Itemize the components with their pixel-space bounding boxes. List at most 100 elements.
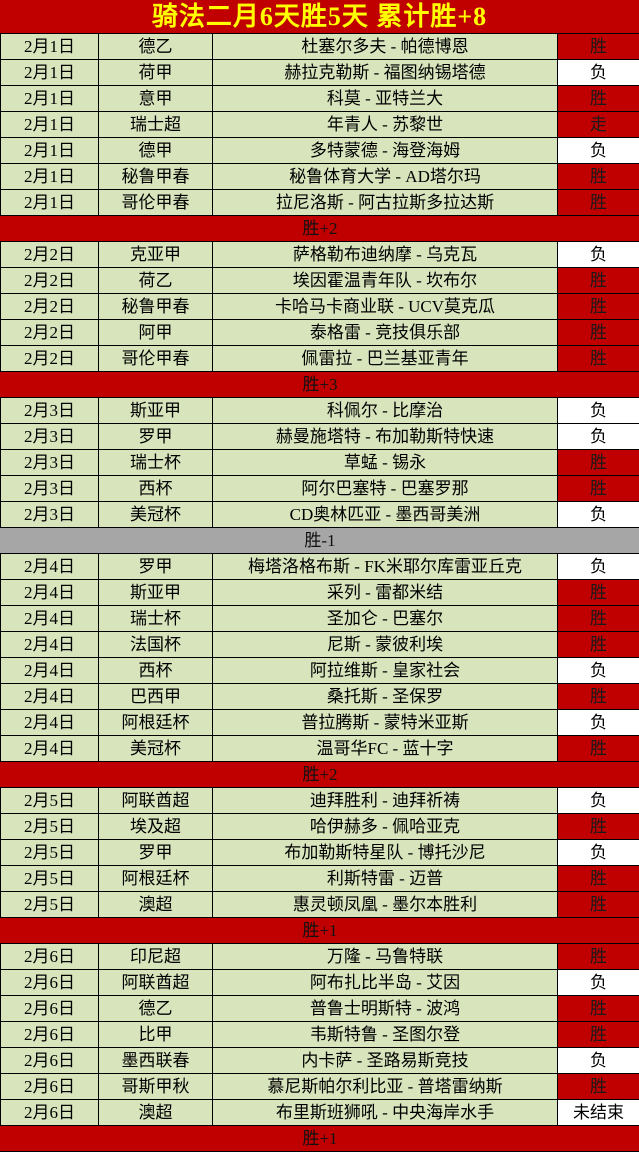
result-cell: 胜 xyxy=(557,605,639,632)
result-cell: 负 xyxy=(557,501,639,528)
date-cell: 2月3日 xyxy=(0,423,99,450)
match-row: 2月6日 澳超 布里斯班狮吼 - 中央海岸水手 未结束 xyxy=(0,1099,639,1126)
date-cell: 2月5日 xyxy=(0,891,99,918)
result-cell: 胜 xyxy=(557,943,639,970)
result-cell: 胜 xyxy=(557,449,639,476)
match-cell: 圣加仑 - 巴塞尔 xyxy=(212,605,558,632)
result-cell: 胜 xyxy=(557,267,639,294)
result-cell: 未结束 xyxy=(557,1099,639,1126)
match-cell: 草蜢 - 锡永 xyxy=(212,449,558,476)
result-cell: 胜 xyxy=(557,995,639,1022)
daily-summary-cell: 胜+1 xyxy=(0,917,639,944)
match-cell: 普拉腾斯 - 蒙特米亚斯 xyxy=(212,709,558,736)
match-row: 2月6日 德乙 普鲁士明斯特 - 波鸿胜 xyxy=(0,995,639,1022)
daily-summary-cell: 胜-1 xyxy=(0,527,639,554)
match-cell: 温哥华FC - 蓝十字 xyxy=(212,735,558,762)
league-cell: 比甲 xyxy=(98,1021,213,1048)
league-cell: 荷乙 xyxy=(98,267,213,294)
match-cell: 韦斯特鲁 - 圣图尔登 xyxy=(212,1021,558,1048)
date-cell: 2月1日 xyxy=(0,111,99,138)
league-cell: 罗甲 xyxy=(98,839,213,866)
date-cell: 2月4日 xyxy=(0,709,99,736)
date-cell: 2月6日 xyxy=(0,1073,99,1100)
match-cell: 阿尔巴塞特 - 巴塞罗那 xyxy=(212,475,558,502)
date-cell: 2月3日 xyxy=(0,449,99,476)
match-cell: 佩雷拉 - 巴兰基亚青年 xyxy=(212,345,558,372)
date-cell: 2月5日 xyxy=(0,787,99,814)
daily-summary-row: 胜+2 xyxy=(0,215,639,242)
match-row: 2月6日 墨西联春 内卡萨 - 圣路易斯竞技负 xyxy=(0,1047,639,1074)
date-cell: 2月6日 xyxy=(0,1047,99,1074)
daily-summary-row: 胜+1 xyxy=(0,917,639,944)
match-cell: CD奥林匹亚 - 墨西哥美洲 xyxy=(212,501,558,528)
match-row: 2月4日 美冠杯 温哥华FC - 蓝十字胜 xyxy=(0,735,639,762)
league-cell: 瑞士杯 xyxy=(98,605,213,632)
match-cell: 利斯特雷 - 迈普 xyxy=(212,865,558,892)
league-cell: 澳超 xyxy=(98,1099,213,1126)
league-cell: 德甲 xyxy=(98,137,213,164)
match-cell: 科莫 - 亚特兰大 xyxy=(212,85,558,112)
league-cell: 德乙 xyxy=(98,995,213,1022)
match-row: 2月5日 埃及超 哈伊赫多 - 佩哈亚克胜 xyxy=(0,813,639,840)
date-cell: 2月5日 xyxy=(0,865,99,892)
date-cell: 2月1日 xyxy=(0,189,99,216)
league-cell: 哥伦甲春 xyxy=(98,345,213,372)
match-cell: 秘鲁体育大学 - AD塔尔玛 xyxy=(212,163,558,190)
match-cell: 惠灵顿凤凰 - 墨尔本胜利 xyxy=(212,891,558,918)
league-cell: 瑞士超 xyxy=(98,111,213,138)
match-row: 2月1日 秘鲁甲春 秘鲁体育大学 - AD塔尔玛胜 xyxy=(0,163,639,190)
league-cell: 澳超 xyxy=(98,891,213,918)
result-cell: 负 xyxy=(557,1047,639,1074)
result-cell: 胜 xyxy=(557,1021,639,1048)
result-cell: 走 xyxy=(557,111,639,138)
result-cell: 负 xyxy=(557,709,639,736)
league-cell: 秘鲁甲春 xyxy=(98,163,213,190)
league-cell: 意甲 xyxy=(98,85,213,112)
date-cell: 2月4日 xyxy=(0,631,99,658)
match-row: 2月3日 罗甲 赫曼施塔特 - 布加勒斯特快速负 xyxy=(0,423,639,450)
league-cell: 美冠杯 xyxy=(98,735,213,762)
date-cell: 2月6日 xyxy=(0,943,99,970)
daily-summary-row: 胜+1 xyxy=(0,1125,639,1152)
result-cell: 负 xyxy=(557,137,639,164)
daily-summary-cell: 胜+3 xyxy=(0,371,639,398)
league-cell: 阿根廷杯 xyxy=(98,865,213,892)
match-row: 2月1日 意甲 科莫 - 亚特兰大胜 xyxy=(0,85,639,112)
match-row: 2月3日 西杯 阿尔巴塞特 - 巴塞罗那胜 xyxy=(0,475,639,502)
date-cell: 2月4日 xyxy=(0,553,99,580)
league-cell: 美冠杯 xyxy=(98,501,213,528)
match-cell: 慕尼斯帕尔利比亚 - 普塔雷纳斯 xyxy=(212,1073,558,1100)
match-row: 2月3日 瑞士杯 草蜢 - 锡永胜 xyxy=(0,449,639,476)
match-cell: 科佩尔 - 比摩治 xyxy=(212,397,558,424)
match-row: 2月2日 荷乙 埃因霍温青年队 - 坎布尔胜 xyxy=(0,267,639,294)
date-cell: 2月2日 xyxy=(0,241,99,268)
match-row: 2月5日 阿联酋超 迪拜胜利 - 迪拜祈祷负 xyxy=(0,787,639,814)
league-cell: 瑞士杯 xyxy=(98,449,213,476)
daily-summary-row: 胜+3 xyxy=(0,371,639,398)
result-cell: 胜 xyxy=(557,293,639,320)
date-cell: 2月4日 xyxy=(0,605,99,632)
match-cell: 迪拜胜利 - 迪拜祈祷 xyxy=(212,787,558,814)
match-cell: 卡哈马卡商业联 - UCV莫克瓜 xyxy=(212,293,558,320)
match-cell: 阿布扎比半岛 - 艾因 xyxy=(212,969,558,996)
match-cell: 桑托斯 - 圣保罗 xyxy=(212,683,558,710)
match-cell: 布加勒斯特星队 - 博托沙尼 xyxy=(212,839,558,866)
date-cell: 2月1日 xyxy=(0,137,99,164)
league-cell: 斯亚甲 xyxy=(98,397,213,424)
result-cell: 胜 xyxy=(557,579,639,606)
match-cell: 哈伊赫多 - 佩哈亚克 xyxy=(212,813,558,840)
daily-summary-row: 胜-1 xyxy=(0,527,639,554)
league-cell: 印尼超 xyxy=(98,943,213,970)
date-cell: 2月2日 xyxy=(0,267,99,294)
result-cell: 胜 xyxy=(557,33,639,60)
match-row: 2月1日 哥伦甲春 拉尼洛斯 - 阿古拉斯多拉达斯胜 xyxy=(0,189,639,216)
match-row: 2月5日 澳超 惠灵顿凤凰 - 墨尔本胜利胜 xyxy=(0,891,639,918)
date-cell: 2月4日 xyxy=(0,657,99,684)
match-row: 2月5日 罗甲 布加勒斯特星队 - 博托沙尼负 xyxy=(0,839,639,866)
match-row: 2月1日 瑞士超 年青人 - 苏黎世走 xyxy=(0,111,639,138)
result-cell: 负 xyxy=(557,241,639,268)
date-cell: 2月6日 xyxy=(0,1021,99,1048)
date-cell: 2月3日 xyxy=(0,501,99,528)
match-cell: 多特蒙德 - 海登海姆 xyxy=(212,137,558,164)
